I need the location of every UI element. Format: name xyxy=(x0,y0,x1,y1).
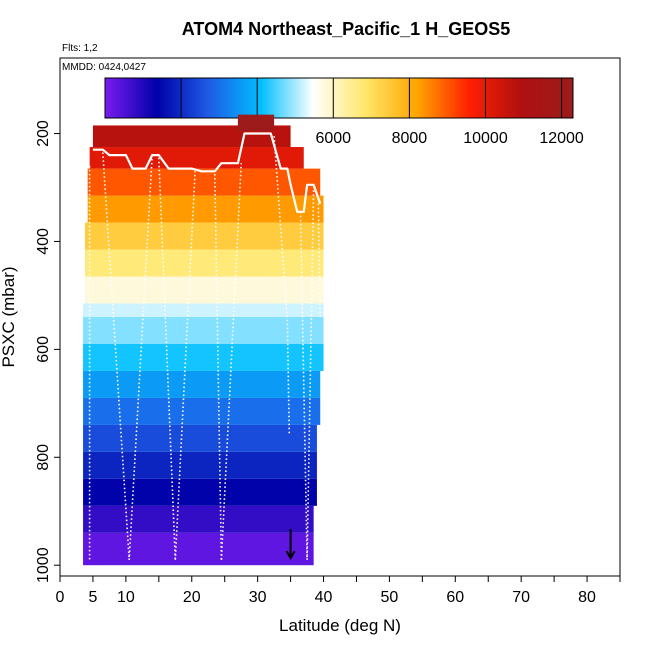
x-tick-label: 40 xyxy=(315,589,333,606)
colorbar-tick-label: 6000 xyxy=(315,130,351,147)
track-profile-line xyxy=(273,136,289,320)
plot-frame xyxy=(59,57,621,577)
colorbar-tick-label: 10000 xyxy=(463,130,508,147)
x-tick-label: 10 xyxy=(117,589,135,606)
x-tick-label: 0 xyxy=(56,589,65,606)
y-tick-label: 1000 xyxy=(35,547,52,583)
colorbar-gradient xyxy=(104,77,574,119)
heatmap-cell xyxy=(83,343,324,371)
heatmap-cell xyxy=(83,303,324,317)
track-profile-line xyxy=(214,173,223,560)
x-tick-label: 70 xyxy=(512,589,530,606)
heatmap-cell xyxy=(83,424,317,452)
heatmap-cell xyxy=(87,195,324,223)
colorbar: 20004000600080001000012000 xyxy=(104,77,584,147)
x-tick-label: 60 xyxy=(446,589,464,606)
position-marker xyxy=(285,529,296,561)
x-tick-label: 20 xyxy=(183,589,201,606)
heatmap-cell xyxy=(85,276,324,304)
y-tick-label: 600 xyxy=(35,336,52,363)
y-tick-label: 400 xyxy=(35,228,52,255)
heatmap-cell xyxy=(83,478,317,506)
heatmap-cells xyxy=(83,114,324,566)
heatmap-cell xyxy=(83,397,321,425)
heatmap-cell xyxy=(85,222,324,250)
heatmap-cell xyxy=(85,249,324,277)
y-tick-label: 200 xyxy=(35,120,52,147)
track-profile-line xyxy=(174,171,196,560)
heatmap-cell xyxy=(83,317,324,344)
x-tick-label: 50 xyxy=(381,589,399,606)
x-tick-label: 80 xyxy=(578,589,596,606)
heatmap-cell xyxy=(237,114,275,131)
track-level-line xyxy=(92,132,322,213)
y-tick-label: 800 xyxy=(35,444,52,471)
x-tick-label: 30 xyxy=(249,589,267,606)
heatmap-cell xyxy=(83,505,314,533)
heatmap-cell xyxy=(89,147,304,169)
track-profile-line xyxy=(317,203,321,318)
flights-note: Flts: 1,2 xyxy=(62,43,98,54)
track-profile-line xyxy=(286,319,291,436)
heatmap-cell xyxy=(83,532,314,566)
dates-note: MMDD: 0424,0427 xyxy=(62,62,146,73)
heatmap-cell xyxy=(83,370,321,398)
heatmap-cell xyxy=(87,168,321,196)
colorbar-tick-label: 12000 xyxy=(539,130,584,147)
colorbar-tick-label: 8000 xyxy=(392,130,428,147)
track-profile-line xyxy=(102,152,130,560)
track-profile-line xyxy=(158,157,177,560)
chart-title: ATOM4 Northeast_Pacific_1 H_GEOS5 xyxy=(182,19,510,39)
y-axis: 200 400 600 800 1000 xyxy=(35,120,60,583)
x-axis: 0 5 10 20 30 40 50 60 70 80 xyxy=(56,576,621,606)
flight-track xyxy=(88,132,322,560)
marker-arrowhead xyxy=(285,550,296,561)
heatmap-cell xyxy=(83,451,317,479)
x-axis-label: Latitude (deg N) xyxy=(279,616,401,635)
y-axis-label: PSXC (mbar) xyxy=(0,266,18,367)
x-tick-label: 5 xyxy=(88,589,97,606)
